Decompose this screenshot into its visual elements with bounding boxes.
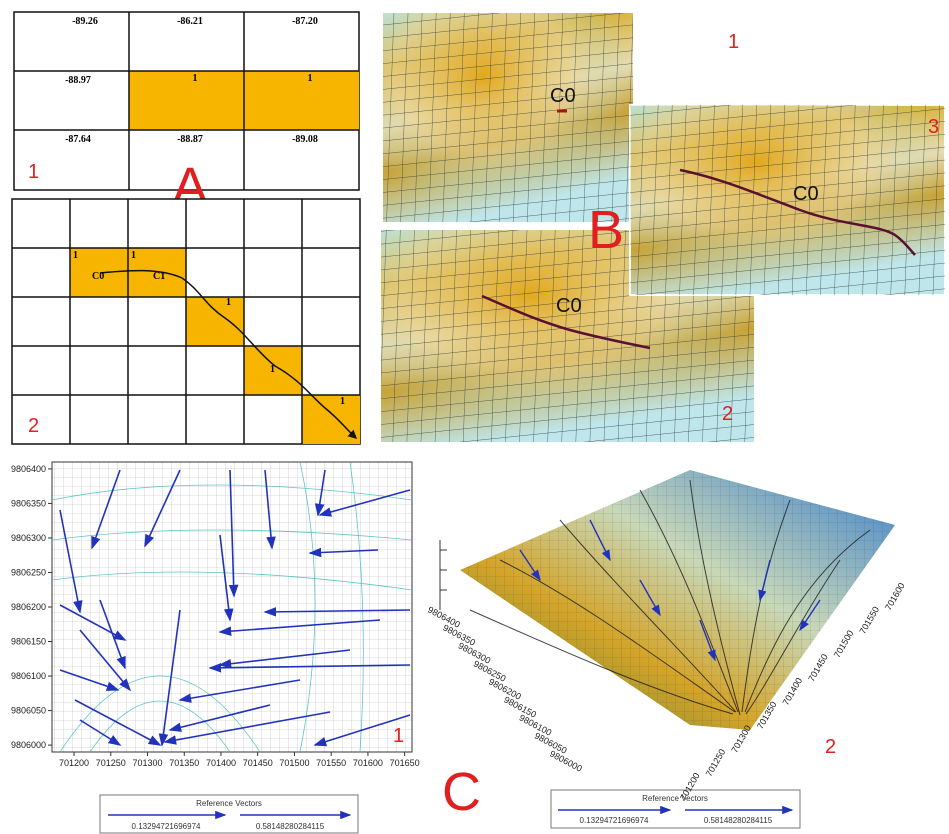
highlight [186,297,244,346]
cell: -88.87 [177,134,203,145]
x-tick-label: 701450 [806,652,830,683]
x-tick-label: 701500 [279,758,309,768]
sub-label: 1 [728,31,739,53]
sub-label: 2 [825,736,836,758]
x-tick-label: 701650 [390,758,420,768]
mesh [52,462,412,752]
node-label: C0 [550,85,576,107]
panel-label: B [588,200,624,260]
cell: -88.97 [65,75,91,86]
x-tick-label: 701450 [243,758,273,768]
sub-label: 1 [28,161,39,183]
cell: 1 [308,73,313,84]
z-axis [440,540,447,610]
mesh [383,13,633,222]
sub-label: 2 [28,415,39,437]
x-tick-label: 701250 [96,758,126,768]
highlight [302,395,360,444]
page: -89.26 -86.21 -87.20 -88.97 1 1 -87.64 -… [0,0,949,834]
node-label: C0 [793,183,819,205]
y-tick-label: 9806100 [11,671,46,681]
panel-c2: 2 Reference Vectors 0.13294721696974 0.5… [426,470,907,828]
cell-mark: 1 [226,297,231,308]
mesh [630,105,945,295]
cell: -87.20 [292,16,318,27]
legend-value: 0.13294721696974 [580,816,650,825]
x-tick-label: 701600 [353,758,383,768]
x-tick-label: 701550 [316,758,346,768]
y-tick-label: 9806250 [11,567,46,577]
x-tick-label: 701500 [832,629,856,660]
cell: -89.26 [72,16,98,27]
x-tick-label: 701200 [59,758,89,768]
panel-c1: 1 Reference Vectors 0.13294721696974 0.5… [11,462,420,833]
x-tick-label: 701350 [169,758,199,768]
panel-a2: 1 1 1 1 1 C0 C1 2 [12,199,360,444]
y-tick-label: 9806200 [11,602,46,612]
panel-label: C [442,762,481,822]
x-tick-label: 701300 [132,758,162,768]
mesh [460,470,895,730]
node-label: C0 [92,271,104,282]
cell: -89.08 [292,134,318,145]
cell: -87.64 [65,134,91,145]
x-tick-label: 701550 [857,605,881,636]
y-tick-label: 9806350 [11,498,46,508]
cell-mark: 1 [131,250,136,261]
cell-mark: 1 [340,396,345,407]
y-tick-label: 9806000 [11,740,46,750]
node-label: C1 [153,271,165,282]
panel-b3: C0 3 [630,105,945,295]
figure: -89.26 -86.21 -87.20 -88.97 1 1 -87.64 -… [0,0,949,834]
node-label: C0 [556,295,582,317]
x-tick-label: 701400 [206,758,236,768]
sub-label: 2 [722,403,733,425]
legend-value: 0.13294721696974 [132,822,202,831]
y-tick-label: 9806000 [548,748,584,773]
legend-value: 0.58148280284115 [256,822,325,831]
legend-title: Reference Vectors [196,799,262,808]
x-tick-label: 701600 [883,581,907,612]
x-tick-label: 701250 [704,747,728,778]
legend-title: Reference Vectors [642,794,708,803]
cell: -86.21 [177,16,203,27]
legend-value: 0.58148280284115 [704,816,773,825]
y-tick-label: 9806150 [11,637,46,647]
y-tick-label: 9806050 [11,706,46,716]
sub-label: 3 [928,116,939,138]
y-tick-label: 9806400 [11,464,46,474]
cell-mark: 1 [73,250,78,261]
sub-label: 1 [393,725,404,747]
cell: 1 [193,73,198,84]
y-tick-label: 9806300 [11,533,46,543]
